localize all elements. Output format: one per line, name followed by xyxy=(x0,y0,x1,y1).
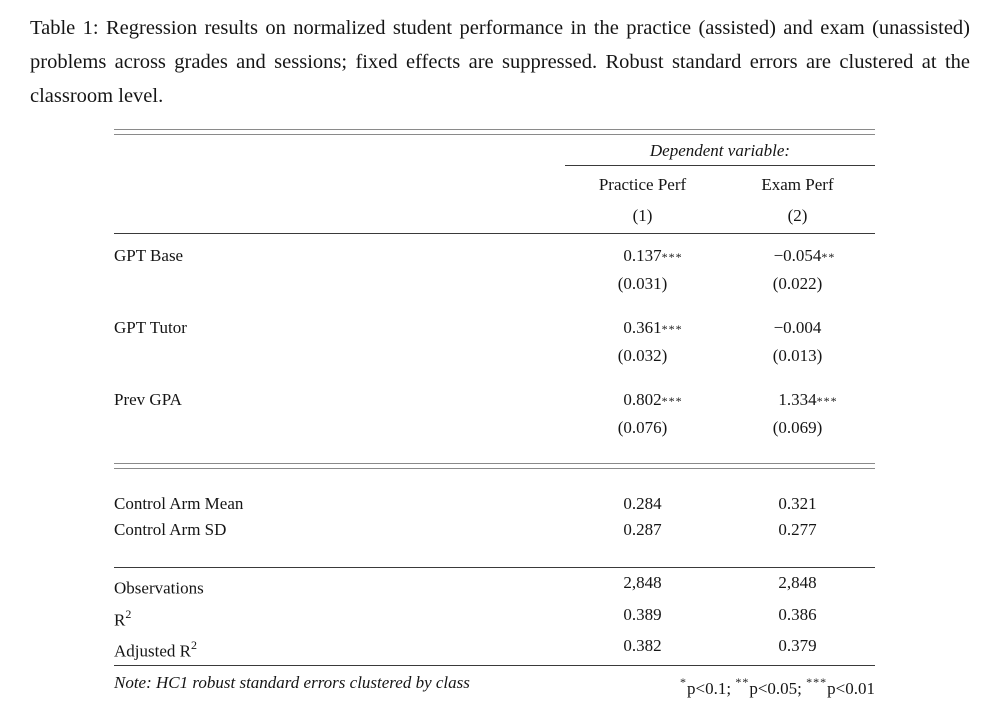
summary-value: 0.321 xyxy=(778,494,817,513)
estimate-value: −0.054 ** xyxy=(774,242,835,270)
standard-error-row: (0.032) (0.013) xyxy=(114,342,875,370)
column-header-exam-perf: Exam Perf xyxy=(761,175,834,194)
stat-value: 0.382 xyxy=(623,636,662,656)
estimate-row: GPT Base 0.137 *** −0.054 ** xyxy=(114,242,875,270)
coefficient-block-gpt-tutor: GPT Tutor 0.361 *** −0.004 (0.032) (0.013… xyxy=(114,306,875,378)
row-label-gpt-base: GPT Base xyxy=(114,246,184,265)
stat-value: 0.389 xyxy=(623,604,662,624)
significance-stars: ** xyxy=(821,250,836,264)
estimate-value: 1.334 *** xyxy=(778,386,836,414)
row-label-gpt-tutor: GPT Tutor xyxy=(114,318,187,337)
summary-row-control-arm-sd: Control Arm SD 0.287 0.277 xyxy=(114,517,875,543)
column-header-row: Practice Perf Exam Perf xyxy=(114,166,875,199)
estimate-row: GPT Tutor 0.361 *** −0.004 xyxy=(114,314,875,342)
estimate-value: 0.137 *** xyxy=(623,242,681,270)
stats-row-r-squared: R2 0.389 0.386 xyxy=(114,602,875,634)
estimate-value: 0.802 *** xyxy=(623,386,681,414)
standard-error: (0.076) xyxy=(617,418,668,437)
coefficient-block-gpt-base: GPT Base 0.137 *** −0.054 ** (0.031) (0.02… xyxy=(114,234,875,306)
rule-mid-double xyxy=(114,463,875,469)
estimate-row: Prev GPA 0.802 *** 1.334 *** xyxy=(114,386,875,414)
summary-value: 0.277 xyxy=(778,520,817,539)
statistics-section: Observations 2,848 2,848 R2 0.389 0.386 … xyxy=(114,568,875,665)
rule-stats-top xyxy=(114,567,875,568)
standard-error-row: (0.031) (0.022) xyxy=(114,270,875,298)
standard-error: (0.013) xyxy=(772,346,823,365)
significance-stars: *** xyxy=(816,394,838,408)
standard-error: (0.032) xyxy=(617,346,668,365)
table-note: Note: HC1 robust standard errors cluster… xyxy=(114,672,470,692)
row-label: Control Arm SD xyxy=(114,520,227,539)
summary-value: 0.287 xyxy=(623,520,662,539)
note-row: Note: HC1 robust standard errors cluster… xyxy=(114,666,875,701)
estimate-value: −0.004 xyxy=(773,318,822,337)
table-caption: Table 1: Regression results on normalize… xyxy=(30,17,970,107)
significance-stars: *** xyxy=(661,250,683,264)
column-header-practice-perf: Practice Perf xyxy=(598,175,687,194)
rule-top-double xyxy=(114,129,875,135)
significance-stars: *** xyxy=(661,394,683,408)
estimate-value: 0.361 *** xyxy=(623,314,681,342)
stats-row-observations: Observations 2,848 2,848 xyxy=(114,570,875,602)
regression-table: Dependent variable: Practice Perf Exam P… xyxy=(114,129,875,701)
standard-error: (0.069) xyxy=(772,418,823,437)
row-label: Adjusted R2 xyxy=(114,638,197,661)
standard-error: (0.022) xyxy=(772,274,823,293)
rule-header-bottom xyxy=(114,233,875,234)
row-label-prev-gpa: Prev GPA xyxy=(114,390,182,409)
rule-bottom xyxy=(114,664,875,666)
row-label: Observations xyxy=(114,578,204,598)
column-number-2: (2) xyxy=(787,206,808,225)
summary-value: 0.284 xyxy=(623,494,662,513)
column-number-1: (1) xyxy=(632,206,653,225)
stat-value: 2,848 xyxy=(778,573,817,592)
significance-stars: *** xyxy=(661,322,683,336)
summary-section: Control Arm Mean 0.284 0.321 Control Arm… xyxy=(114,469,875,543)
stat-value: 0.379 xyxy=(778,636,817,656)
column-number-row: (1) (2) xyxy=(114,199,875,233)
stat-value: 2,848 xyxy=(623,573,662,592)
standard-error-row: (0.076) (0.069) xyxy=(114,414,875,442)
coefficient-block-prev-gpa: Prev GPA 0.802 *** 1.334 *** (0.076) (0.06… xyxy=(114,378,875,450)
row-label: Control Arm Mean xyxy=(114,494,244,513)
row-label: R2 xyxy=(114,606,132,630)
dependent-variable-header: Dependent variable: xyxy=(565,141,875,166)
summary-row-control-arm-mean: Control Arm Mean 0.284 0.321 xyxy=(114,491,875,517)
stat-value: 0.386 xyxy=(778,604,817,624)
significance-legend: *p<0.1; **p<0.05; ***p<0.01 xyxy=(680,674,875,698)
standard-error: (0.031) xyxy=(617,274,668,293)
stats-row-adjusted-r-squared: Adjusted R2 0.382 0.379 xyxy=(114,633,875,665)
